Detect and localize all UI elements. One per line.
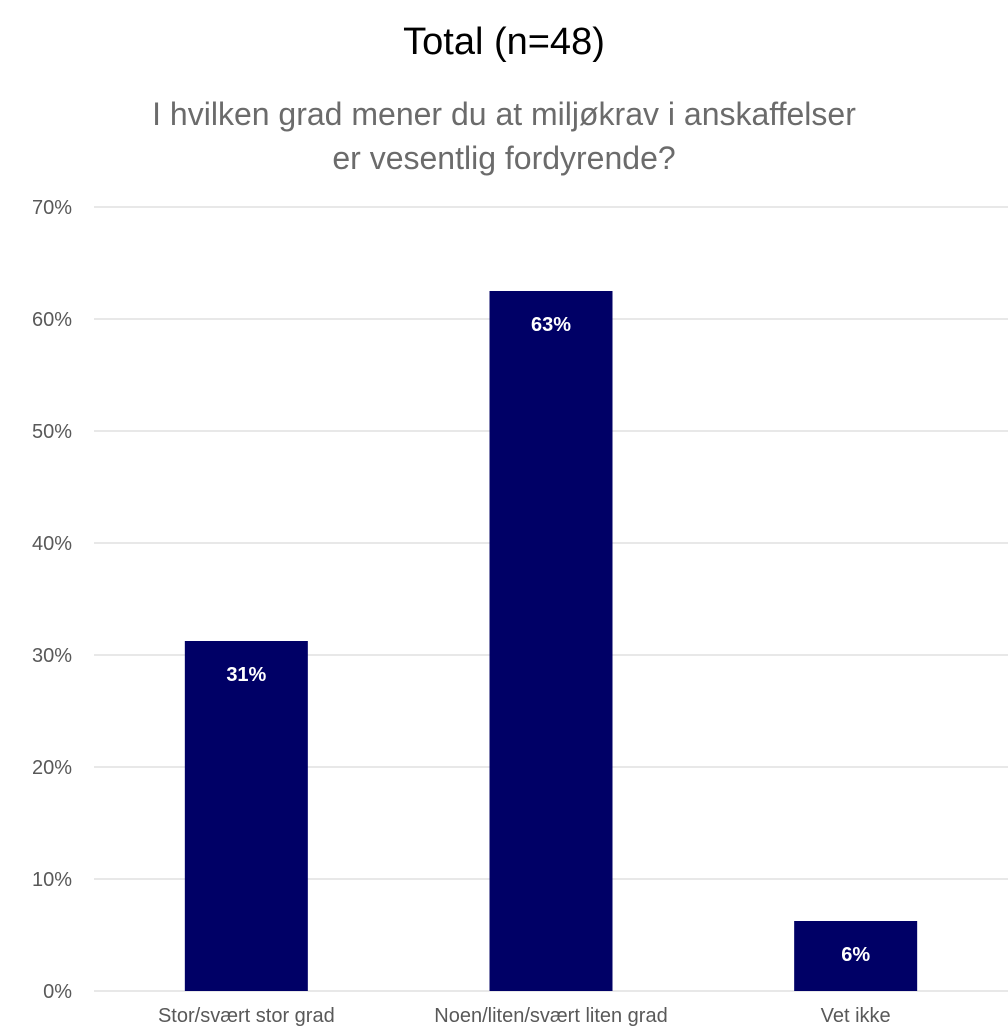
data-label: 31%: [226, 664, 266, 686]
chart-subtitle-line-1: I hvilken grad mener du at miljøkrav i a…: [152, 96, 856, 132]
y-tick-label: 30%: [32, 645, 72, 667]
chart-subtitle: I hvilken grad mener du at miljøkrav i a…: [50, 92, 958, 180]
x-category-label: Noen/liten/svært liten grad: [434, 1005, 667, 1027]
x-category-label: Vet ikke: [821, 1005, 891, 1027]
y-tick-label: 40%: [32, 533, 72, 555]
y-tick-label: 70%: [32, 197, 72, 219]
y-tick-label: 20%: [32, 757, 72, 779]
bar: [489, 291, 613, 991]
y-tick-label: 50%: [32, 421, 72, 443]
data-label: 6%: [841, 944, 870, 966]
y-tick-label: 0%: [43, 981, 72, 1003]
bar: [184, 641, 308, 991]
data-label: 63%: [531, 314, 571, 336]
y-tick-label: 60%: [32, 309, 72, 331]
chart-title: Total (n=48): [403, 21, 605, 63]
chart-subtitle-line-2: er vesentlig fordyrende?: [332, 140, 676, 176]
bar: [794, 921, 918, 991]
x-category-label: Stor/svært stor grad: [158, 1005, 335, 1027]
y-tick-label: 10%: [32, 869, 72, 891]
